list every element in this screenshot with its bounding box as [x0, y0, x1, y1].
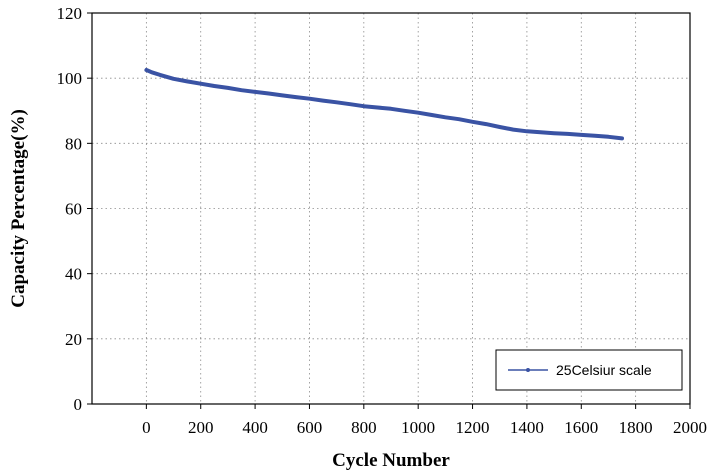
plot-area	[91, 12, 691, 405]
data-point	[579, 133, 583, 137]
x-tick-label: 1800	[619, 418, 653, 437]
x-tick-label: 1400	[510, 418, 544, 437]
x-axis-title: Cycle Number	[332, 450, 450, 471]
data-point	[511, 128, 515, 132]
x-axis-ticks: 0 200 400 600 800 1000 1200 1400 1600 1800 2000	[142, 404, 707, 437]
series-layer	[144, 68, 624, 141]
y-tick-label: 80	[65, 134, 82, 153]
data-point	[335, 100, 339, 104]
data-point	[280, 93, 284, 97]
series-line	[144, 68, 624, 141]
data-point	[375, 105, 379, 110]
data-point	[498, 125, 502, 129]
x-tick-label: 1000	[401, 418, 435, 437]
y-axis-ticks: 0 20 40 60 80 100 120	[57, 4, 92, 414]
grid-lines	[92, 13, 690, 404]
data-point	[253, 90, 257, 94]
y-tick-label: 0	[74, 395, 83, 414]
data-point	[457, 117, 461, 121]
data-point	[593, 134, 597, 138]
x-tick-label: 800	[351, 418, 377, 437]
x-tick-label: 1200	[456, 418, 490, 437]
data-point	[321, 99, 325, 103]
y-tick-label: 120	[57, 4, 83, 23]
data-point	[552, 131, 556, 135]
data-point	[430, 113, 434, 117]
data-point	[566, 132, 570, 136]
y-tick-label: 40	[65, 265, 82, 284]
data-point	[538, 130, 543, 134]
y-tick-label: 100	[57, 69, 83, 88]
data-point	[443, 115, 447, 119]
data-point	[267, 91, 271, 96]
data-point	[484, 122, 488, 126]
data-point	[348, 102, 352, 106]
data-point	[403, 109, 407, 113]
x-tick-label: 600	[297, 418, 323, 437]
data-point	[606, 135, 611, 139]
y-axis-title: Capacity Percentage(%)	[8, 109, 29, 308]
data-point	[307, 97, 312, 101]
legend: 25Celsiur scale	[495, 349, 683, 391]
data-point	[416, 111, 420, 115]
x-tick-label: 0	[142, 418, 151, 437]
data-point	[226, 86, 230, 90]
data-point	[470, 120, 475, 124]
data-point	[171, 77, 176, 81]
data-point	[158, 73, 162, 77]
data-point	[239, 88, 244, 92]
legend-label: 25Celsiur scale	[556, 362, 652, 378]
y-tick-label: 60	[65, 200, 82, 219]
data-point	[362, 104, 366, 108]
data-point	[199, 82, 203, 86]
data-point	[212, 84, 216, 88]
data-point	[389, 107, 393, 111]
data-point	[525, 129, 529, 133]
data-point	[144, 68, 148, 72]
x-tick-label: 400	[242, 418, 268, 437]
data-point	[294, 95, 298, 99]
x-tick-label: 2000	[673, 418, 707, 437]
data-point	[150, 70, 154, 74]
legend-marker	[526, 368, 530, 372]
x-tick-label: 200	[188, 418, 214, 437]
data-point	[185, 79, 189, 83]
x-tick-label: 1600	[564, 418, 598, 437]
y-tick-label: 20	[65, 330, 82, 349]
data-point	[620, 136, 624, 140]
